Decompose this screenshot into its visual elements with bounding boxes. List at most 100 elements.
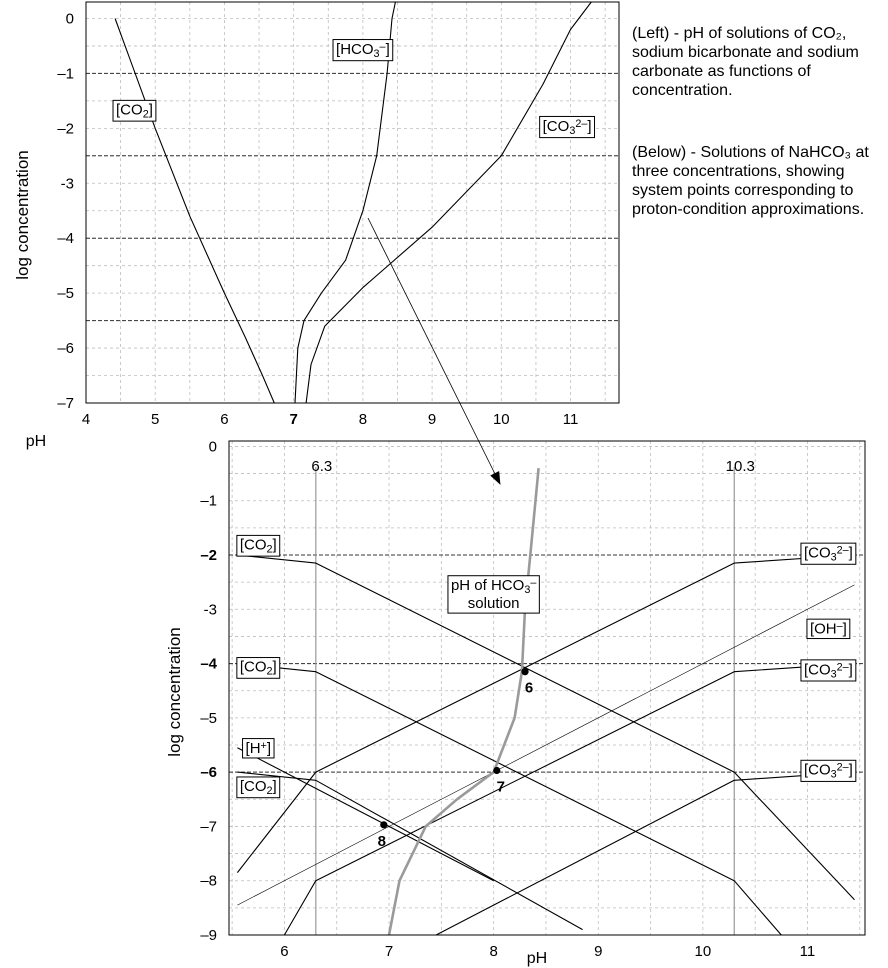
top-chart: 4 5 6 7 8 9 10 110–1–2-3–4–5–6–7 [CO2][HCO3–][C… [13,1,620,450]
x-tick-label: 8 [359,411,367,428]
caption-left-text: (Left) - pH of solutions of CO₂, sodium … [632,25,859,99]
series-line [237,554,855,901]
system-point-label: 7 [497,779,505,796]
y-tick-label: –9 [200,927,217,944]
series-label-text: [CO32–] [543,117,592,136]
top-xlabel: pH [26,433,46,450]
bottom-ticks: 6 7 8 9 10 11 0 –1 –2 -3 –4 –5 –6 –7 –8 –9 [200,438,815,960]
series-label-text2: solution [468,595,520,612]
y-tick-label: –8 [200,873,217,890]
bottom-grid: 6.3 10.3 [229,441,865,936]
system-point [493,766,501,775]
series-label: [CO32–] [539,115,596,139]
series-label-box [236,657,281,679]
series-label: [HCO3–] [332,39,394,62]
top-plot-frame [85,1,620,404]
top-labels: [CO2] [HCO3–] [CO32–] [112,39,596,139]
series-label: [CO2] [236,657,281,679]
series-label-text: [CO2] [240,778,277,797]
series-label-box [236,534,281,557]
series-label: [CO2] [236,534,281,557]
series-label-text: [CO32–] [804,661,853,680]
series-line [283,663,855,936]
series-label-text: [HCO3–] [336,41,390,60]
series-label: [H+] [242,738,275,759]
series-label-text: [CO32–] [804,544,853,563]
series-label-text: [OH–] [810,620,847,637]
x-tick-label: 9 [428,411,436,428]
caption-left: (Left) - pH of solutions of CO₂, sodium … [632,24,882,100]
series-line [237,747,494,882]
x-tick-label: 7 [385,943,393,960]
x-tick-label: 11 [800,943,816,960]
series-label: pH of HCO3–solution [447,575,540,614]
series-label: [CO32–] [800,542,857,565]
y-tick-label: –6 [200,764,217,781]
series-line [294,1,396,404]
series-label-box [806,618,851,640]
series-line [305,1,592,404]
series-label-box [112,99,157,122]
y-tick-label: –1 [200,493,217,510]
x-tick-label: 9 [594,943,602,960]
bottom-chart: 6.3 10.3 678 6 7 8 9 10 110–1–2-3–4–5–6–7–8–9 … [165,438,866,967]
connector-arrow [367,217,501,485]
bottom-xlabel: pH [527,950,547,967]
series-label-text: pH of HCO3– [451,577,536,596]
series-label-text: [CO2] [240,659,277,678]
series-label-box [242,738,275,759]
series-line [236,554,855,873]
series-label: [OH–] [806,618,851,640]
series-label: [CO2] [236,776,281,799]
series-line [237,584,855,906]
series-label-box [447,575,540,614]
bottom-labels: [CO2] [CO2] [H+] [CO2] [CO32–] [OH–] [CO32–] [C… [236,534,857,799]
system-point [521,668,529,676]
series-line [387,467,540,936]
pk-vline-label: 10.3 [726,458,755,475]
y-tick-label: –7 [57,395,74,412]
x-tick-label: 8 [489,943,497,960]
top-ylabel: log concentration [13,150,32,279]
system-point-label: 8 [378,833,386,850]
x-tick-label: 6 [220,411,228,428]
series-line [237,771,583,931]
y-tick-label: –4 [200,656,217,673]
x-tick-label: 10 [493,411,510,428]
series-label-text: [H+] [246,740,271,757]
series-label-text: [CO2] [240,536,277,555]
series-label: [CO32–] [800,759,857,782]
y-tick-label: –2 [200,547,217,564]
caption-below: (Below) - Solutions of NaHCO₃ at three c… [632,143,882,219]
x-tick-label: 4 [82,411,90,428]
x-tick-label: 5 [151,411,159,428]
x-tick-label: 11 [563,411,579,428]
series-label-box [332,39,394,62]
bottom-ylabel: log concentration [165,627,184,756]
series-label-box [800,542,857,565]
y-tick-label: –5 [200,710,217,727]
series-label-box [800,759,857,782]
series-line [114,18,275,404]
y-tick-label: -3 [204,601,217,618]
series-label-text: [CO32–] [804,761,853,780]
pk-vline-label: 6.3 [311,458,332,475]
bottom-points: 6 7 8 [378,668,533,850]
y-tick-label: –4 [57,230,74,247]
series-label-box [236,776,281,799]
y-tick-label: 0 [66,10,74,27]
y-tick-label: –2 [57,120,74,137]
y-tick-label: –7 [200,818,217,835]
top-grid [85,2,619,404]
series-label: [CO2] [112,99,157,122]
series-label: [CO32–] [800,659,857,682]
top-series [114,1,592,404]
y-tick-label: 0 [209,438,217,455]
top-ticks: 4 5 6 7 8 9 10 11 0 –1 –2 -3 –4 –5 –6 –7 [57,10,578,428]
y-tick-label: –5 [57,285,74,302]
x-tick-label: 10 [695,943,712,960]
series-label-box [539,115,596,139]
caption-below-text: (Below) - Solutions of NaHCO₃ at three c… [632,144,869,218]
x-tick-label: 7 [289,411,297,428]
